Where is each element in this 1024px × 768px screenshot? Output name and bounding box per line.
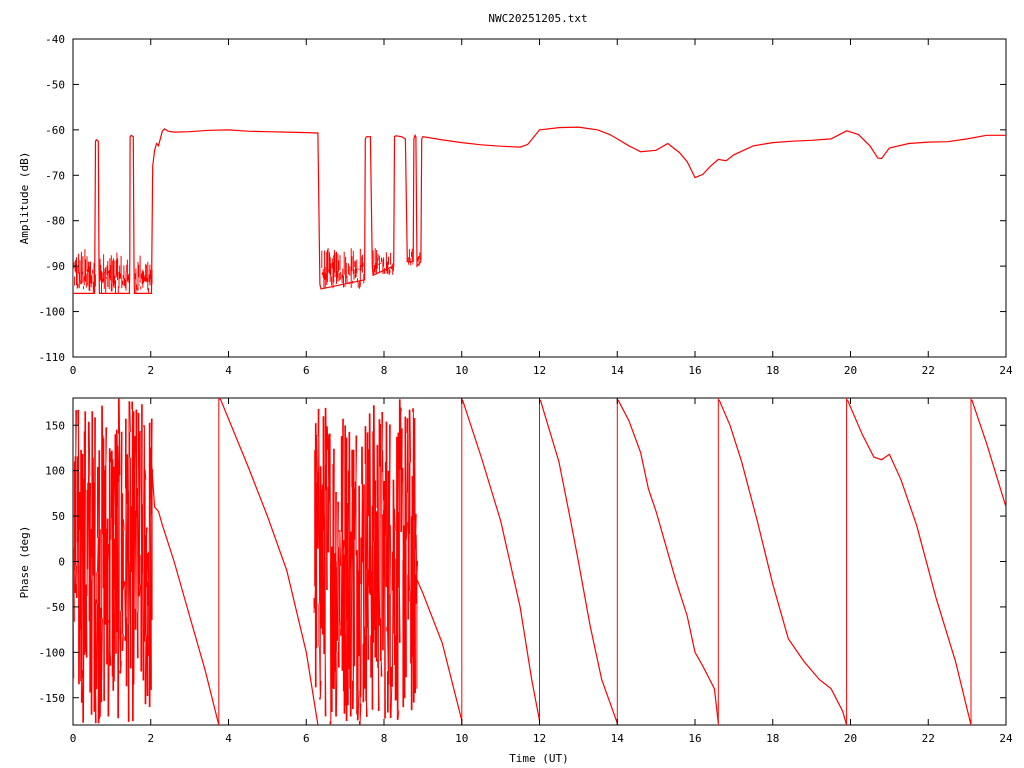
amplitude-y-tick-label-3: -80 (45, 215, 65, 228)
phase-x-tick-label-5: 10 (455, 732, 468, 745)
phase-series-2 (416, 579, 463, 721)
amplitude-y-tick-label-2: -90 (45, 260, 65, 273)
phase-x-tick-label-6: 12 (533, 732, 546, 745)
phase-noise-band-1 (313, 399, 419, 725)
phase-panel: Phase (deg) Time (UT) 0 2 4 6 8 10 12 14 16 18 20 2… (18, 397, 1013, 765)
phase-y-tick-label-1: -100 (39, 646, 66, 659)
time-x-axis-label: Time (UT) (509, 752, 569, 765)
amplitude-y-tick-label-7: -40 (45, 33, 65, 46)
phase-x-tick-label-10: 20 (844, 732, 857, 745)
phase-series-1 (218, 398, 319, 725)
phase-series-5 (617, 399, 719, 724)
amplitude-x-tick-label-12: 24 (999, 364, 1013, 377)
amplitude-y-tick-label-5: -60 (45, 124, 65, 137)
phase-series-3 (461, 399, 541, 721)
phase-y-tick-label-0: -150 (39, 692, 66, 705)
amplitude-x-tick-label-5: 10 (455, 364, 468, 377)
amplitude-noise-band-2 (134, 255, 153, 294)
phase-x-tick-label-11: 22 (922, 732, 935, 745)
phase-noise-band-0 (73, 398, 154, 724)
amplitude-y-tick-label-4: -70 (45, 169, 65, 182)
phase-series-7 (846, 399, 972, 725)
phase-x-tick-label-4: 8 (381, 732, 388, 745)
amplitude-x-tick-label-3: 6 (303, 364, 310, 377)
amplitude-noise-band-1 (98, 252, 130, 294)
phase-y-tick-label-6: 150 (45, 419, 65, 432)
chart-title: NWC20251205.txt (488, 12, 587, 25)
amplitude-y-tick-label-1: -100 (39, 306, 66, 319)
amplitude-y-tick-label-6: -50 (45, 78, 65, 91)
phase-y-axis-label: Phase (deg) (18, 526, 31, 599)
phase-x-tick-label-1: 2 (147, 732, 154, 745)
amplitude-x-tick-label-11: 22 (922, 364, 935, 377)
amplitude-plot-area (73, 126, 1006, 294)
phase-x-tick-label-8: 16 (688, 732, 701, 745)
phase-x-tick-label-2: 4 (225, 732, 232, 745)
amplitude-y-tick-label-0: -110 (39, 351, 66, 364)
phase-series-6 (718, 399, 848, 725)
phase-y-tick-label-4: 50 (52, 510, 65, 523)
amplitude-y-axis-label: Amplitude (dB) (18, 152, 31, 245)
phase-x-tick-label-12: 24 (999, 732, 1013, 745)
amplitude-x-tick-label-2: 4 (225, 364, 232, 377)
amplitude-x-tick-label-9: 18 (766, 364, 779, 377)
amplitude-x-tick-label-8: 16 (688, 364, 701, 377)
amplitude-x-tick-label-0: 0 (70, 364, 77, 377)
amplitude-x-tick-label-1: 2 (147, 364, 154, 377)
phase-x-tick-label-7: 14 (611, 732, 625, 745)
phase-series-0 (150, 452, 220, 725)
amplitude-series-0 (73, 126, 1006, 294)
amplitude-plot-frame (72, 38, 1007, 358)
amplitude-noise-band-0 (73, 249, 96, 294)
phase-y-tick-label-5: 100 (45, 465, 65, 478)
amplitude-x-tick-label-4: 8 (381, 364, 388, 377)
amplitude-panel: Amplitude (dB) 0 2 4 6 8 10 12 14 16 18 20 22 24-110… (18, 33, 1013, 377)
amplitude-noise-band-3 (321, 248, 365, 289)
amplitude-x-tick-label-10: 20 (844, 364, 857, 377)
amplitude-x-tick-label-6: 12 (533, 364, 546, 377)
phase-series-8 (971, 399, 1006, 508)
phase-x-tick-label-3: 6 (303, 732, 310, 745)
phase-y-tick-label-3: 0 (58, 556, 65, 569)
phase-y-tick-label-2: -50 (45, 601, 65, 614)
phase-plot-area (73, 398, 1006, 725)
phase-x-tick-label-9: 18 (766, 732, 779, 745)
amplitude-noise-band-5 (406, 248, 414, 266)
amplitude-x-tick-label-7: 14 (611, 364, 625, 377)
phase-series-4 (539, 399, 618, 724)
phase-x-tick-label-0: 0 (70, 732, 77, 745)
